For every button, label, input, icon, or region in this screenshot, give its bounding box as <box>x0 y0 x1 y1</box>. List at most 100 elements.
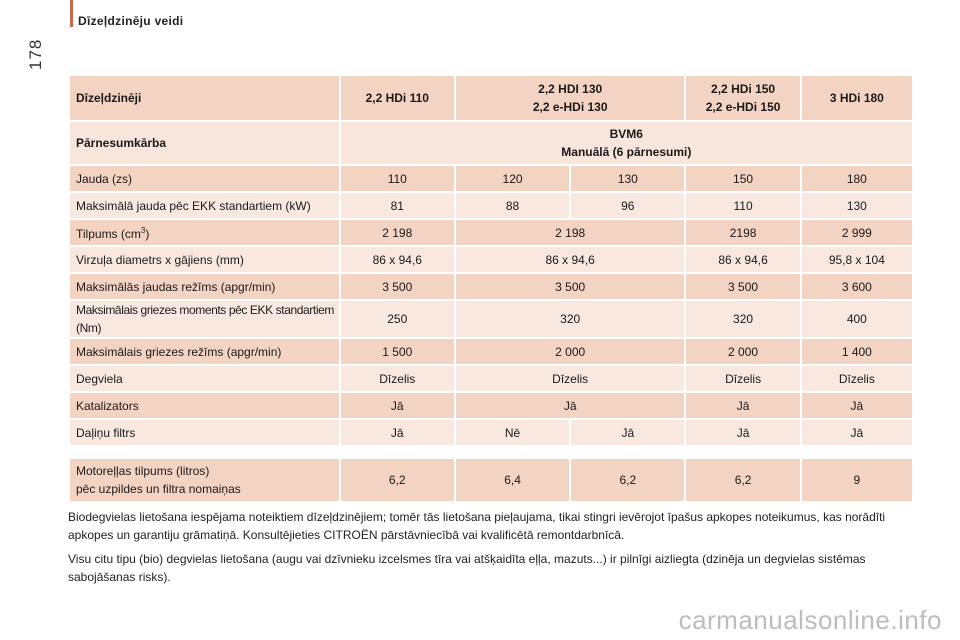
header-col-3-line1: 2,2 HDi 150 <box>711 82 776 96</box>
header-col-2-line1: 2,2 HDI 130 <box>538 82 603 96</box>
table-cell: 81 <box>340 193 454 218</box>
row-label: Maksimālā jauda pēc EKK standartiem (kW) <box>70 193 339 218</box>
gearbox-row: Pārnesumkārba BVM6 Manuālā (6 pārnesumi) <box>70 122 912 164</box>
table-cell: Jā <box>571 420 685 445</box>
row-label: Maksimālais griezes režīms (apgr/min) <box>70 339 339 364</box>
table-cell: 6,4 <box>455 459 570 501</box>
table-cell: 1 500 <box>340 339 454 364</box>
table-cell: 120 <box>455 166 570 191</box>
row-label: Tilpums (cm3) <box>70 220 339 245</box>
note-paragraph-2: Visu citu tipu (bio) degvielas lietošana… <box>68 552 866 584</box>
table-cell: 3 500 <box>686 274 800 299</box>
displacement-label-end: ) <box>145 227 150 241</box>
table-row-max-torque: Maksimālais griezes moments pēc EKK stan… <box>70 301 912 337</box>
table-row-particle-filter: Daļiņu filtrs Jā Nē Jā Jā Jā <box>70 420 912 445</box>
table-cell: 2198 <box>686 220 800 245</box>
table-cell: 150 <box>686 166 800 191</box>
table-cell: 2 198 <box>455 220 685 245</box>
table-cell: Jā <box>340 420 454 445</box>
row-label: Degviela <box>70 366 339 391</box>
note-paragraph-1: Biodegvielas lietošana iespējama noteikt… <box>68 510 886 542</box>
cubic-superscript: 3 <box>140 226 146 235</box>
row-label: Motoreļļas tilpums (litros) pēc uzpildes… <box>70 459 339 501</box>
table-cell: Dīzelis <box>340 366 454 391</box>
table-cell: 88 <box>455 193 570 218</box>
table-cell: 130 <box>801 193 912 218</box>
table-cell: 110 <box>340 166 454 191</box>
section-accent-bar <box>70 0 73 27</box>
table-row-catalyst: Katalizators Jā Jā Jā Jā <box>70 393 912 418</box>
header-col-3-line2: 2,2 e-HDi 150 <box>705 100 781 114</box>
table-row-oil: Motoreļļas tilpums (litros) pēc uzpildes… <box>70 459 912 501</box>
table-header-row: Dīzeļdzinēji 2,2 HDi 110 2,2 HDI 130 2,2… <box>70 76 912 120</box>
table-cell: 320 <box>686 301 800 337</box>
table-cell: Dīzelis <box>801 366 912 391</box>
table-cell: Jā <box>686 393 800 418</box>
table-cell: 6,2 <box>686 459 800 501</box>
header-col-2-line2: 2,2 e-HDi 130 <box>532 100 608 114</box>
table-cell: 110 <box>686 193 800 218</box>
gearbox-line1: BVM6 <box>609 127 643 141</box>
table-cell: 1 400 <box>801 339 912 364</box>
section-title: Dīzeļdzinēju veidi <box>78 14 184 28</box>
header-col-3: 2,2 HDi 150 2,2 e-HDi 150 <box>686 76 800 120</box>
table-row-displacement: Tilpums (cm3) 2 198 2 198 2198 2 999 <box>70 220 912 245</box>
table-cell: 86 x 94,6 <box>340 247 454 272</box>
notes: Biodegvielas lietošana iespējama noteikt… <box>68 508 888 592</box>
row-label: Daļiņu filtrs <box>70 420 339 445</box>
table-cell: Jā <box>686 420 800 445</box>
table-cell: 95,8 x 104 <box>801 247 912 272</box>
table-cell: 3 500 <box>340 274 454 299</box>
table-cell: Jā <box>340 393 454 418</box>
table-cell: Jā <box>801 420 912 445</box>
table-cell: 6,2 <box>340 459 454 501</box>
header-col-2: 2,2 HDI 130 2,2 e-HDi 130 <box>455 76 685 120</box>
gearbox-line2: Manuālā (6 pārnesumi) <box>561 145 692 159</box>
table-cell: 130 <box>571 166 685 191</box>
table-row-power: Jauda (zs) 110 120 130 150 180 <box>70 166 912 191</box>
table-cell: 2 198 <box>340 220 454 245</box>
watermark: carmanualsonline.info <box>678 605 942 635</box>
oil-label-line1: Motoreļļas tilpums (litros) <box>76 464 210 478</box>
page-number: 178 <box>26 38 45 70</box>
table-cell: 2 999 <box>801 220 912 245</box>
table-row-max-power-rpm: Maksimālās jaudas režīms (apgr/min) 3 50… <box>70 274 912 299</box>
header-label: Dīzeļdzinēji <box>70 76 339 120</box>
table-cell: 3 600 <box>801 274 912 299</box>
row-label: Katalizators <box>70 393 339 418</box>
table-cell: 3 500 <box>455 274 685 299</box>
table-cell: Jā <box>455 393 685 418</box>
header-col-1: 2,2 HDi 110 <box>340 76 454 120</box>
table-cell: 180 <box>801 166 912 191</box>
row-label: Maksimālais griezes moments pēc EKK stan… <box>70 301 339 337</box>
table-cell: Dīzelis <box>455 366 685 391</box>
header-col-4: 3 HDi 180 <box>801 76 912 120</box>
table-cell: 6,2 <box>571 459 685 501</box>
table-row-max-torque-rpm: Maksimālais griezes režīms (apgr/min) 1 … <box>70 339 912 364</box>
row-label: Virzuļa diametrs x gājiens (mm) <box>70 247 339 272</box>
gearbox-value: BVM6 Manuālā (6 pārnesumi) <box>340 122 912 164</box>
spacer-cell <box>70 447 912 457</box>
table-cell: 250 <box>340 301 454 337</box>
table-cell: 9 <box>801 459 912 501</box>
table-cell: 2 000 <box>455 339 685 364</box>
table-row-max-power: Maksimālā jauda pēc EKK standartiem (kW)… <box>70 193 912 218</box>
row-label: Maksimālās jaudas režīms (apgr/min) <box>70 274 339 299</box>
table-cell: 96 <box>571 193 685 218</box>
table-cell: Nē <box>455 420 570 445</box>
oil-label-line2: pēc uzpildes un filtra nomaiņas <box>76 482 241 496</box>
table-cell: 86 x 94,6 <box>455 247 685 272</box>
gearbox-label: Pārnesumkārba <box>70 122 339 164</box>
table-cell: Dīzelis <box>686 366 800 391</box>
table-cell: 400 <box>801 301 912 337</box>
table-cell: 2 000 <box>686 339 800 364</box>
table-spacer <box>70 447 912 457</box>
table-row-bore: Virzuļa diametrs x gājiens (mm) 86 x 94,… <box>70 247 912 272</box>
table-cell: Jā <box>801 393 912 418</box>
displacement-label: Tilpums (cm <box>76 227 141 241</box>
table-row-fuel: Degviela Dīzelis Dīzelis Dīzelis Dīzelis <box>70 366 912 391</box>
table-cell: 86 x 94,6 <box>686 247 800 272</box>
engine-spec-table: Dīzeļdzinēji 2,2 HDi 110 2,2 HDI 130 2,2… <box>68 74 914 503</box>
row-label: Jauda (zs) <box>70 166 339 191</box>
table-cell: 320 <box>455 301 685 337</box>
